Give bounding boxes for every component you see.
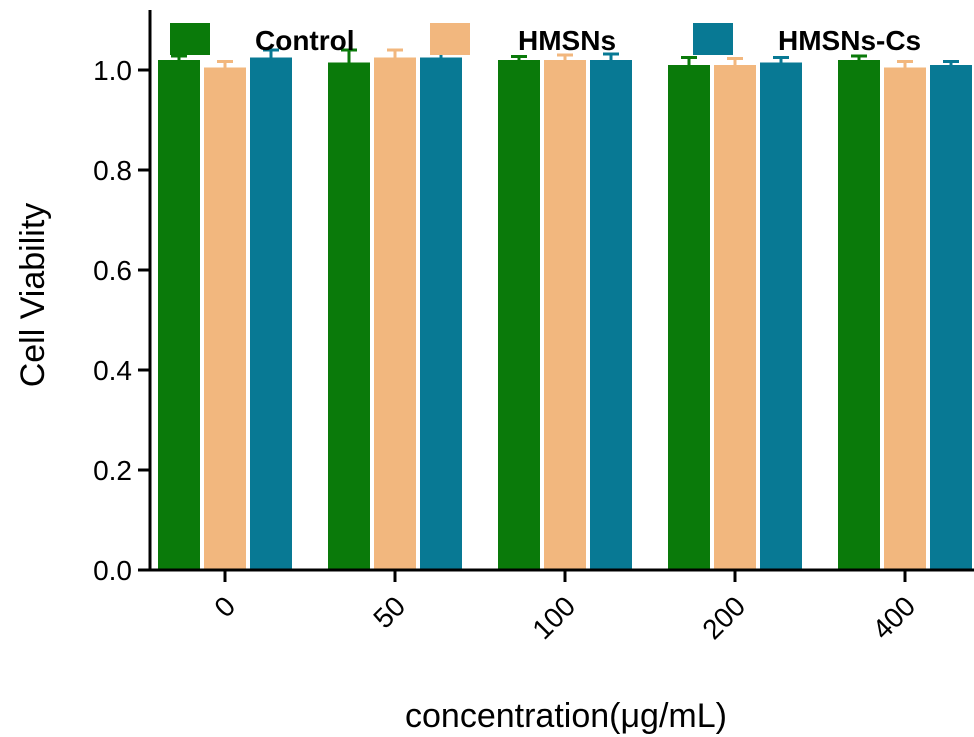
y-tick-label: 0.4 — [93, 355, 132, 386]
bar — [420, 57, 462, 570]
bar — [250, 57, 292, 570]
bar — [158, 60, 200, 570]
y-axis-title: Cell Viability — [14, 203, 52, 388]
bar — [884, 67, 926, 570]
legend-swatch — [693, 23, 733, 55]
x-tick-label: 200 — [696, 590, 751, 645]
y-axis: 0.0 0.2 0.4 0.6 0.8 1.0 — [93, 10, 152, 586]
y-tick-label: 1.0 — [93, 55, 132, 86]
bar — [204, 67, 246, 570]
y-tick-label: 0.2 — [93, 455, 132, 486]
y-tick-label: 0.8 — [93, 155, 132, 186]
bar — [714, 65, 756, 570]
x-tick-label: 400 — [866, 590, 921, 645]
bar — [374, 57, 416, 570]
bar — [498, 60, 540, 570]
x-axis: 0 50 100 200 400 — [150, 568, 974, 645]
bar — [590, 60, 632, 570]
x-tick-label: 50 — [367, 590, 411, 634]
legend-label: HMSNs — [518, 25, 616, 56]
bar — [760, 62, 802, 570]
y-tick-label: 0.6 — [93, 255, 132, 286]
bar — [668, 65, 710, 570]
bar — [328, 62, 370, 570]
x-tick-label: 100 — [526, 590, 581, 645]
legend-swatch — [430, 23, 470, 55]
bar — [930, 65, 972, 570]
bar — [544, 60, 586, 570]
bars — [158, 48, 972, 570]
x-tick-label: 0 — [208, 590, 241, 623]
legend-swatch — [170, 23, 210, 55]
bar — [838, 60, 880, 570]
x-axis-title: concentration(μg/mL) — [405, 697, 727, 735]
legend-label: Control — [255, 25, 355, 56]
y-tick-label: 0.0 — [93, 555, 132, 586]
legend-label: HMSNs-Cs — [778, 25, 921, 56]
legend: Control HMSNs HMSNs-Cs — [170, 23, 921, 56]
